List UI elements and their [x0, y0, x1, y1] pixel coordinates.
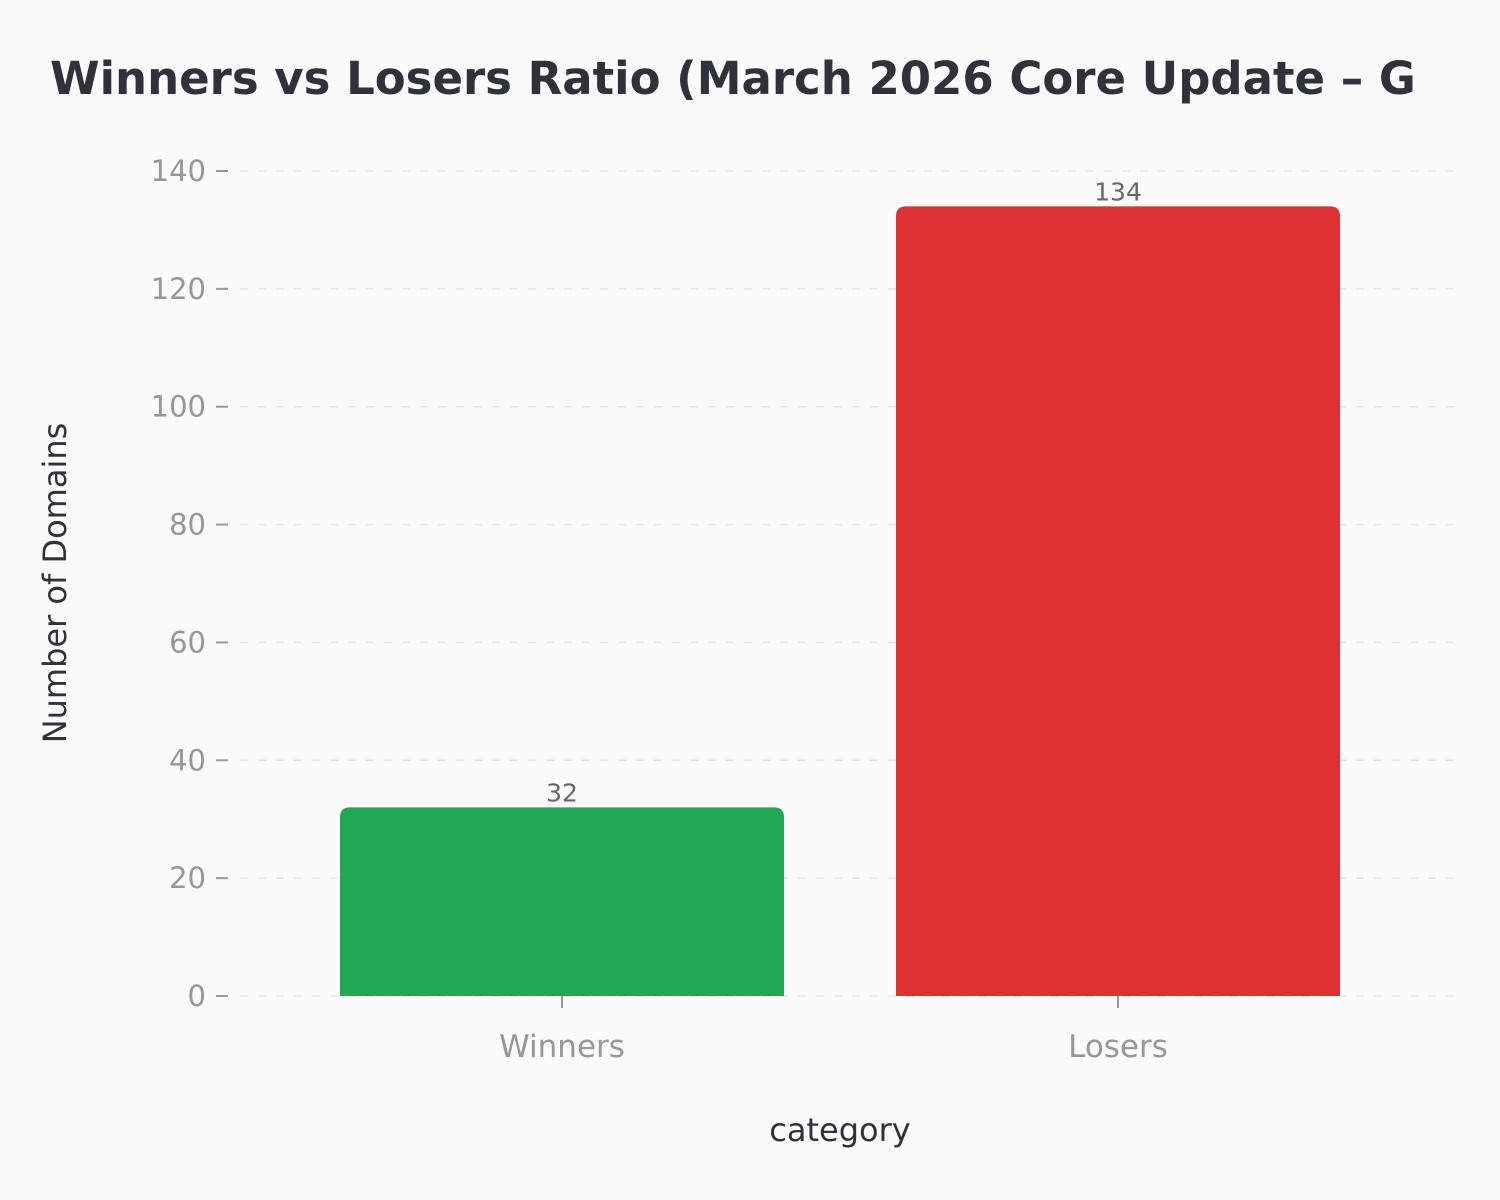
y-axis-label: Number of Domains — [36, 423, 74, 744]
data-label: 134 — [1094, 177, 1142, 206]
y-tick-label: 100 — [151, 390, 206, 424]
chart-title: Winners vs Losers Ratio (March 2026 Core… — [50, 52, 1416, 105]
y-tick-label: 20 — [169, 861, 206, 895]
y-tick-label: 80 — [169, 508, 206, 542]
x-tick-label: Winners — [499, 1029, 625, 1065]
x-tick-label: Losers — [1068, 1029, 1168, 1065]
y-tick-label: 60 — [169, 625, 206, 659]
y-tick-label: 40 — [169, 743, 206, 777]
bar-losers — [896, 206, 1340, 996]
y-tick-label: 0 — [188, 979, 206, 1013]
y-tick-label: 120 — [151, 272, 206, 306]
data-label: 32 — [546, 778, 578, 807]
bar-winners — [340, 807, 784, 996]
y-tick-label: 140 — [151, 154, 206, 188]
x-axis-label: category — [769, 1111, 910, 1149]
